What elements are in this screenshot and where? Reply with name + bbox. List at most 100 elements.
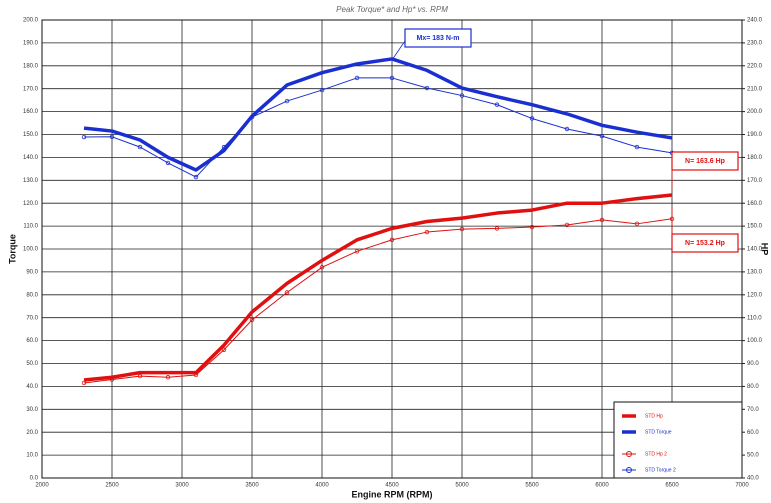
y2-tick-label: 50.0: [747, 453, 759, 459]
point-marker: [81, 134, 87, 140]
series-line: [83, 77, 673, 178]
y2-tick-label: 120.0: [747, 292, 763, 298]
point-marker: [424, 229, 430, 235]
annotation-text: N= 153.2 Hp: [685, 240, 725, 247]
legend-marker: [626, 467, 632, 473]
y2-tick-label: 190.0: [747, 132, 763, 138]
y-tick-label: 180.0: [23, 63, 39, 69]
x-tick-label: 6500: [665, 483, 679, 489]
y-tick-label: 50.0: [26, 361, 38, 367]
point-marker: [424, 85, 430, 91]
point-marker: [529, 116, 535, 121]
legend-label: STD Torque: [645, 429, 672, 435]
point-marker: [193, 372, 199, 378]
chart-title: Peak Torque* and Hp* vs. RPM: [336, 5, 448, 14]
x-tick-label: 7000: [735, 483, 749, 489]
y2-tick-label: 160.0: [747, 201, 763, 207]
y-tick-label: 190.0: [23, 40, 39, 46]
point-marker: [634, 144, 640, 150]
y2-tick-label: 180.0: [747, 155, 763, 161]
y-tick-label: 150.0: [23, 132, 39, 138]
legend-label: STD Hp: [645, 413, 663, 419]
point-marker: [319, 87, 325, 93]
point-marker: [389, 75, 395, 81]
x-tick-label: 5500: [525, 483, 539, 489]
point-marker: [165, 160, 171, 166]
y2-axis-title: HP: [760, 243, 770, 256]
point-marker: [284, 290, 290, 295]
point-marker: [284, 98, 290, 104]
y2-tick-label: 110.0: [747, 315, 762, 321]
x-tick-label: 5000: [455, 483, 469, 489]
y-tick-label: 120.0: [23, 201, 39, 207]
y2-tick-label: 150.0: [747, 224, 763, 230]
point-marker: [634, 221, 640, 227]
y-tick-label: 10.0: [26, 453, 38, 459]
point-marker: [389, 237, 395, 243]
y-tick-label: 140.0: [23, 155, 39, 161]
plot-frame: [41, 19, 743, 479]
y2-tick-label: 200.0: [747, 109, 763, 115]
point-marker: [81, 380, 87, 386]
y-tick-label: 130.0: [23, 178, 39, 184]
x-tick-label: 3000: [175, 483, 189, 489]
point-marker: [249, 114, 255, 120]
y2-tick-label: 90.0: [747, 361, 759, 367]
y-tick-label: 40.0: [26, 384, 38, 390]
series-line: [83, 57, 673, 172]
y2-tick-label: 130.0: [747, 269, 763, 275]
point-marker: [354, 75, 360, 81]
x-tick-label: 4500: [385, 483, 399, 489]
series-line: [83, 218, 673, 384]
x-tick-label: 2000: [35, 483, 49, 489]
point-marker: [459, 226, 465, 232]
y2-tick-label: 40.0: [747, 476, 759, 482]
y-tick-label: 30.0: [26, 407, 38, 413]
point-marker: [109, 134, 115, 139]
point-marker: [193, 174, 199, 180]
y-tick-label: 90.0: [26, 269, 38, 275]
y-tick-label: 170.0: [23, 86, 39, 92]
point-marker: [599, 217, 605, 223]
point-marker: [494, 226, 500, 231]
y2-tick-label: 140.0: [747, 247, 763, 253]
y-tick-label: 20.0: [26, 430, 38, 436]
y2-tick-label: 240.0: [747, 18, 763, 24]
point-marker: [459, 93, 465, 98]
y-tick-label: 200.0: [23, 18, 39, 24]
point-marker: [319, 265, 325, 270]
annotation-box: [671, 233, 739, 253]
legend-label: STD Torque 2: [645, 467, 676, 473]
point-marker: [564, 126, 570, 132]
y-axis-title: Torque: [7, 234, 17, 264]
point-marker: [165, 375, 171, 380]
point-marker: [354, 249, 360, 254]
point-marker: [564, 222, 570, 228]
point-marker: [249, 317, 255, 323]
y2-tick-label: 230.0: [747, 40, 763, 46]
y-tick-label: 70.0: [26, 315, 38, 321]
x-tick-label: 6000: [595, 483, 609, 489]
y2-tick-label: 170.0: [747, 178, 763, 184]
point-marker: [221, 347, 227, 352]
legend-box: [613, 401, 743, 479]
annotation-box: [671, 151, 739, 171]
point-marker: [529, 224, 535, 230]
legend-label: STD Hp 2: [645, 451, 667, 457]
y-tick-label: 60.0: [26, 338, 38, 344]
y2-tick-label: 80.0: [747, 384, 759, 390]
point-marker: [137, 144, 143, 150]
y-tick-label: 110.0: [23, 224, 38, 230]
point-marker: [494, 102, 500, 107]
y-tick-label: 0.0: [30, 476, 39, 482]
y2-tick-label: 100.0: [747, 338, 763, 344]
point-marker: [109, 377, 115, 382]
y2-tick-label: 220.0: [747, 63, 763, 69]
x-tick-label: 3500: [245, 483, 259, 489]
y2-tick-label: 70.0: [747, 407, 759, 413]
point-marker: [599, 133, 605, 139]
point-marker: [221, 144, 227, 150]
annotation-text: N= 163.6 Hp: [685, 158, 725, 165]
y-tick-label: 80.0: [26, 292, 38, 298]
